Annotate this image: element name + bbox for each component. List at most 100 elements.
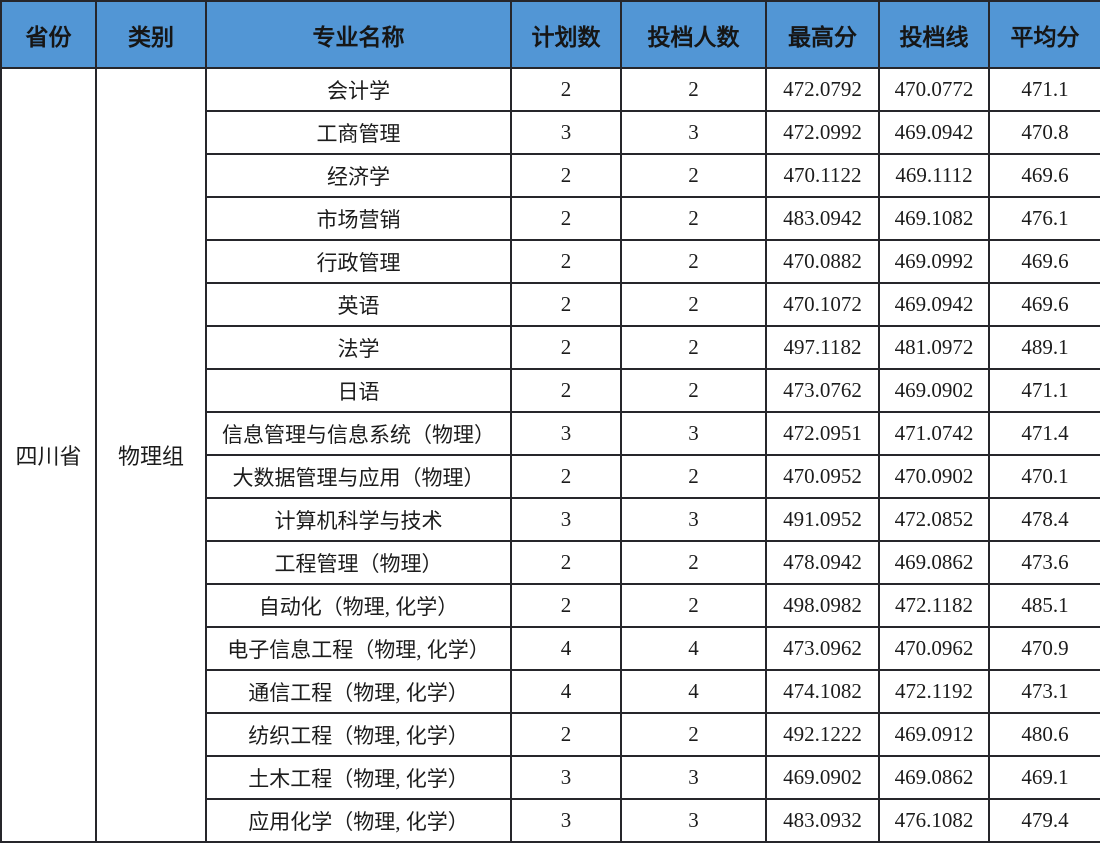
cell-plan: 3 — [510, 110, 622, 155]
cell-plan: 2 — [510, 282, 622, 327]
cell-admission-line: 469.0862 — [878, 540, 990, 585]
cell-max-score: 472.0951 — [765, 411, 880, 456]
header-cell-plan: 计划数 — [510, 0, 622, 69]
cell-admission-line: 469.0942 — [878, 110, 990, 155]
cell-plan: 2 — [510, 153, 622, 198]
cell-major: 电子信息工程（物理, 化学） — [205, 626, 512, 671]
cell-max-score: 470.1122 — [765, 153, 880, 198]
table-row: 经济学 2 2 470.1122 469.1112 469.6 — [1, 153, 1100, 198]
table-row: 行政管理 2 2 470.0882 469.0992 469.6 — [1, 239, 1100, 284]
table-row: 工程管理（物理） 2 2 478.0942 469.0862 473.6 — [1, 540, 1100, 585]
cell-applicants: 2 — [620, 67, 767, 112]
cell-avg-score: 480.6 — [988, 712, 1100, 757]
cell-applicants: 2 — [620, 368, 767, 413]
cell-max-score: 472.0792 — [765, 67, 880, 112]
table-row: 信息管理与信息系统（物理） 3 3 472.0951 471.0742 471.… — [1, 411, 1100, 456]
cell-applicants: 3 — [620, 755, 767, 800]
cell-max-score: 491.0952 — [765, 497, 880, 542]
cell-avg-score: 473.1 — [988, 669, 1100, 714]
table-row: 日语 2 2 473.0762 469.0902 471.1 — [1, 368, 1100, 413]
cell-max-score: 470.0952 — [765, 454, 880, 499]
table-row: 英语 2 2 470.1072 469.0942 469.6 — [1, 282, 1100, 327]
cell-major: 自动化（物理, 化学） — [205, 583, 512, 628]
header-cell-category: 类别 — [95, 0, 207, 69]
cell-avg-score: 469.6 — [988, 282, 1100, 327]
cell-major: 市场营销 — [205, 196, 512, 241]
cell-avg-score: 470.9 — [988, 626, 1100, 671]
cell-admission-line: 471.0742 — [878, 411, 990, 456]
cell-province: 四川省 — [0, 67, 97, 843]
cell-avg-score: 471.1 — [988, 368, 1100, 413]
table-row: 自动化（物理, 化学） 2 2 498.0982 472.1182 485.1 — [1, 583, 1100, 628]
cell-plan: 3 — [510, 798, 622, 843]
cell-major: 通信工程（物理, 化学） — [205, 669, 512, 714]
cell-major: 英语 — [205, 282, 512, 327]
table-row: 纺织工程（物理, 化学） 2 2 492.1222 469.0912 480.6 — [1, 712, 1100, 757]
cell-applicants: 2 — [620, 583, 767, 628]
cell-applicants: 3 — [620, 110, 767, 155]
cell-major: 信息管理与信息系统（物理） — [205, 411, 512, 456]
header-cell-avg-score: 平均分 — [988, 0, 1100, 69]
table-row: 通信工程（物理, 化学） 4 4 474.1082 472.1192 473.1 — [1, 669, 1100, 714]
cell-admission-line: 470.0962 — [878, 626, 990, 671]
cell-applicants: 4 — [620, 626, 767, 671]
cell-avg-score: 479.4 — [988, 798, 1100, 843]
cell-plan: 2 — [510, 368, 622, 413]
cell-admission-line: 476.1082 — [878, 798, 990, 843]
cell-max-score: 470.0882 — [765, 239, 880, 284]
cell-applicants: 3 — [620, 798, 767, 843]
cell-admission-line: 469.0992 — [878, 239, 990, 284]
table-row: 土木工程（物理, 化学） 3 3 469.0902 469.0862 469.1 — [1, 755, 1100, 800]
cell-avg-score: 478.4 — [988, 497, 1100, 542]
table-row: 市场营销 2 2 483.0942 469.1082 476.1 — [1, 196, 1100, 241]
cell-max-score: 473.0762 — [765, 368, 880, 413]
cell-major: 法学 — [205, 325, 512, 370]
cell-admission-line: 481.0972 — [878, 325, 990, 370]
cell-avg-score: 476.1 — [988, 196, 1100, 241]
cell-applicants: 2 — [620, 196, 767, 241]
cell-admission-line: 472.1192 — [878, 669, 990, 714]
cell-avg-score: 470.8 — [988, 110, 1100, 155]
cell-avg-score: 485.1 — [988, 583, 1100, 628]
cell-avg-score: 470.1 — [988, 454, 1100, 499]
cell-admission-line: 469.1112 — [878, 153, 990, 198]
cell-admission-line: 472.1182 — [878, 583, 990, 628]
table-row: 大数据管理与应用（物理） 2 2 470.0952 470.0902 470.1 — [1, 454, 1100, 499]
cell-major: 大数据管理与应用（物理） — [205, 454, 512, 499]
cell-max-score: 474.1082 — [765, 669, 880, 714]
cell-major: 工商管理 — [205, 110, 512, 155]
table-row: 应用化学（物理, 化学） 3 3 483.0932 476.1082 479.4 — [1, 798, 1100, 843]
cell-plan: 2 — [510, 196, 622, 241]
header-cell-major: 专业名称 — [205, 0, 512, 69]
cell-max-score: 497.1182 — [765, 325, 880, 370]
cell-admission-line: 469.0942 — [878, 282, 990, 327]
cell-plan: 4 — [510, 669, 622, 714]
cell-major: 日语 — [205, 368, 512, 413]
cell-major: 行政管理 — [205, 239, 512, 284]
cell-applicants: 4 — [620, 669, 767, 714]
cell-admission-line: 470.0772 — [878, 67, 990, 112]
cell-major: 经济学 — [205, 153, 512, 198]
cell-avg-score: 469.6 — [988, 153, 1100, 198]
cell-major: 计算机科学与技术 — [205, 497, 512, 542]
cell-plan: 3 — [510, 411, 622, 456]
cell-avg-score: 469.6 — [988, 239, 1100, 284]
table-row: 四川省 物理组 会计学 2 2 472.0792 470.0772 471.1 — [0, 67, 1100, 843]
cell-admission-line: 472.0852 — [878, 497, 990, 542]
cell-applicants: 2 — [620, 325, 767, 370]
cell-plan: 2 — [510, 712, 622, 757]
cell-plan: 2 — [510, 67, 622, 112]
cell-applicants: 2 — [620, 239, 767, 284]
cell-avg-score: 489.1 — [988, 325, 1100, 370]
cell-max-score: 470.1072 — [765, 282, 880, 327]
cell-major: 会计学 — [205, 67, 512, 112]
cell-category: 物理组 — [95, 67, 207, 843]
cell-major: 工程管理（物理） — [205, 540, 512, 585]
cell-major: 纺织工程（物理, 化学） — [205, 712, 512, 757]
cell-max-score: 498.0982 — [765, 583, 880, 628]
cell-plan: 2 — [510, 325, 622, 370]
cell-applicants: 2 — [620, 282, 767, 327]
cell-applicants: 3 — [620, 497, 767, 542]
cell-avg-score: 471.4 — [988, 411, 1100, 456]
